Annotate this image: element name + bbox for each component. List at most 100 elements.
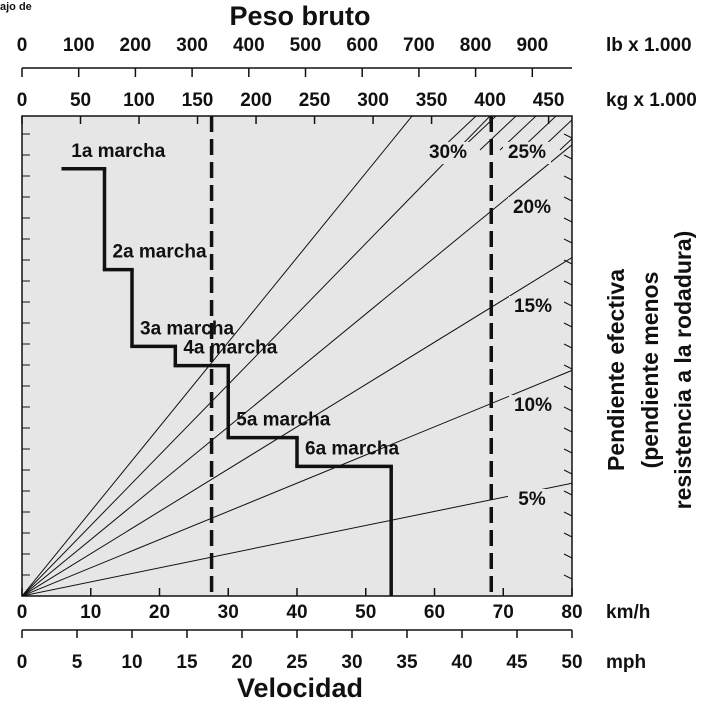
lb-tick-label: 0 <box>17 35 28 56</box>
kmh-tick-label: 80 <box>561 602 582 623</box>
lb-tick-label: 200 <box>120 35 152 56</box>
mph-tick-label: 5 <box>72 652 83 673</box>
kg-tick-label: 50 <box>70 90 91 111</box>
grade-line <box>22 369 572 596</box>
edge-tick <box>563 511 573 517</box>
plot-area <box>21 115 573 597</box>
lb-tick-label: 400 <box>233 35 265 56</box>
label-bg <box>509 296 557 318</box>
mph-tick-label: 50 <box>561 652 582 673</box>
lb-tick-label: 700 <box>403 35 435 56</box>
edge-tick <box>563 133 573 139</box>
mph-tick-label: 40 <box>451 652 472 673</box>
lb-tick-label: 100 <box>63 35 95 56</box>
grade-label: 30% <box>429 142 467 163</box>
edge-tick <box>563 322 573 328</box>
grade-label: 5% <box>518 489 546 510</box>
label-bg <box>508 489 556 511</box>
kg-tick-label: 150 <box>182 90 214 111</box>
kmh-tick-label: 40 <box>286 602 307 623</box>
edge-tick <box>563 469 573 475</box>
kmh-tick-label: 0 <box>17 602 28 623</box>
mph-tick-label: 15 <box>176 652 198 673</box>
kg-tick-label: 200 <box>240 90 272 111</box>
corner-text: ajo de <box>0 1 32 13</box>
mph-tick-label: 30 <box>341 652 362 673</box>
edge-tick <box>563 196 573 202</box>
kmh-tick-label: 10 <box>80 602 101 623</box>
kmh-tick-label: 30 <box>218 602 239 623</box>
kg-unit: kg x 1.000 <box>606 90 697 111</box>
mph-tick-label: 10 <box>121 652 142 673</box>
edge-tick <box>563 574 573 580</box>
edge-tick <box>563 175 573 181</box>
mph-tick-label: 20 <box>231 652 252 673</box>
edge-tick <box>563 301 573 307</box>
grade-label: 25% <box>508 142 546 163</box>
gear-label: 6a marcha <box>305 438 399 459</box>
grade-line <box>22 116 491 596</box>
y-title: resistencia a la rodadura) <box>670 231 696 510</box>
gear-label: 2a marcha <box>113 242 207 263</box>
grade-line <box>22 257 572 596</box>
gear-label: 4a marcha <box>183 338 277 359</box>
kg-tick-label: 450 <box>533 90 565 111</box>
grade-label: 15% <box>514 296 552 317</box>
lb-tick-label: 600 <box>346 35 378 56</box>
lb-tick-label: 900 <box>516 35 548 56</box>
mph-tick-label: 35 <box>396 652 418 673</box>
lb-tick-label: 300 <box>176 35 208 56</box>
edge-tick <box>563 343 573 349</box>
kg-tick-label: 100 <box>123 90 155 111</box>
kg-tick-label: 250 <box>299 90 331 111</box>
gear-label: 1a marcha <box>71 141 165 162</box>
edge-tick <box>563 217 573 223</box>
grade-line <box>22 482 572 596</box>
lb-unit: lb x 1.000 <box>606 35 692 56</box>
plot-content <box>22 116 572 596</box>
grade-line <box>22 116 413 596</box>
kmh-tick-label: 50 <box>355 602 376 623</box>
mph-tick-label: 25 <box>286 652 308 673</box>
kg-tick-label: 0 <box>17 90 28 111</box>
hatch <box>559 137 572 151</box>
kg-tick-label: 300 <box>357 90 389 111</box>
grade-label: 10% <box>514 395 552 416</box>
edge-tick <box>563 259 573 265</box>
lb-tick-label: 800 <box>460 35 492 56</box>
label-bg <box>508 197 556 219</box>
gear-label: 5a marcha <box>236 410 330 431</box>
edge-tick <box>563 532 573 538</box>
edge-tick <box>563 385 573 391</box>
edge-tick <box>563 448 573 454</box>
grade-label: 20% <box>513 197 551 218</box>
edge-tick <box>563 490 573 496</box>
x-title: Velocidad <box>237 673 363 703</box>
edge-tick <box>563 280 573 286</box>
edge-tick <box>563 364 573 370</box>
y-title: Pendiente efectiva <box>603 269 629 471</box>
kg-tick-label: 400 <box>474 90 506 111</box>
kmh-unit: km/h <box>606 602 650 623</box>
grade-line <box>22 144 572 596</box>
kg-tick-label: 350 <box>416 90 448 111</box>
edge-tick <box>563 238 573 244</box>
gear-label: 3a marcha <box>140 318 234 339</box>
kmh-tick-label: 20 <box>149 602 170 623</box>
edge-tick <box>563 553 573 559</box>
title: Peso bruto <box>229 1 370 31</box>
lb-tick-label: 500 <box>290 35 322 56</box>
mph-unit: mph <box>606 652 646 673</box>
kmh-tick-label: 60 <box>424 602 445 623</box>
hatch <box>479 116 517 151</box>
edge-tick <box>563 154 573 160</box>
label-bg <box>509 395 557 417</box>
mph-tick-label: 0 <box>17 652 28 673</box>
edge-tick <box>563 406 573 412</box>
mph-tick-label: 45 <box>506 652 528 673</box>
label-bg <box>503 142 551 164</box>
edge-tick <box>563 427 573 433</box>
label-bg <box>424 142 472 164</box>
kmh-tick-label: 70 <box>493 602 514 623</box>
